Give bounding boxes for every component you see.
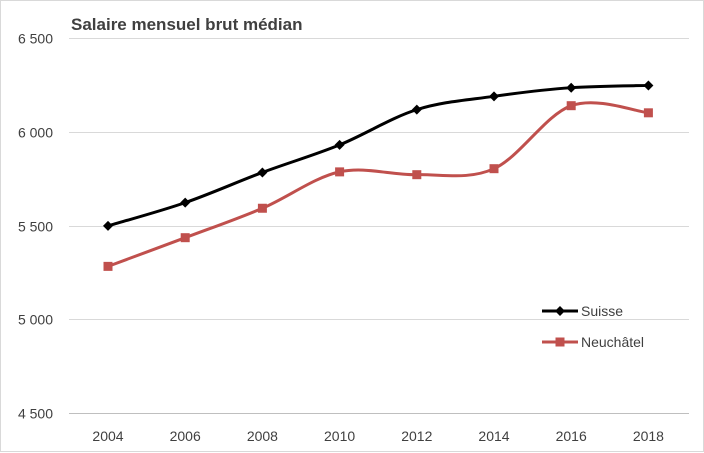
x-tick-label: 2012 bbox=[401, 428, 432, 444]
legend: Suisse Neuchâtel bbox=[542, 303, 644, 350]
data-point-suisse bbox=[643, 80, 654, 91]
data-point-suisse bbox=[334, 139, 345, 150]
data-point-neuchatel bbox=[489, 164, 499, 174]
data-point-neuchatel bbox=[103, 261, 113, 271]
x-tick-label: 2006 bbox=[170, 428, 201, 444]
data-point-neuchatel bbox=[643, 108, 653, 118]
y-tick-label: 5 500 bbox=[18, 219, 53, 235]
x-tick-label: 2010 bbox=[324, 428, 355, 444]
legend-item-neuchatel: Neuchâtel bbox=[542, 334, 644, 350]
data-point-suisse bbox=[489, 91, 499, 102]
data-point-neuchatel bbox=[335, 167, 345, 177]
y-tick-label: 6 000 bbox=[18, 125, 53, 141]
data-point-suisse bbox=[103, 220, 113, 231]
axes: 4 500 5 000 5 500 6 000 6 500 2004 2006 2008 201… bbox=[18, 31, 689, 444]
data-point-neuchatel bbox=[180, 233, 190, 243]
y-tick-label: 5 000 bbox=[18, 312, 53, 328]
x-tick-label: 2014 bbox=[478, 428, 509, 444]
gridlines bbox=[69, 38, 689, 414]
series-line-neuchatel bbox=[107, 101, 649, 268]
chart-title: Salaire mensuel brut médian bbox=[71, 15, 303, 34]
x-tick-label: 2018 bbox=[633, 428, 664, 444]
series-suisse bbox=[103, 80, 654, 231]
x-tick-label: 2004 bbox=[92, 428, 123, 444]
legend-marker-suisse bbox=[555, 306, 565, 316]
data-point-neuchatel bbox=[566, 101, 576, 111]
data-point-neuchatel bbox=[257, 203, 267, 213]
legend-label-neuchatel: Neuchâtel bbox=[581, 334, 644, 350]
data-point-suisse bbox=[411, 104, 422, 115]
data-point-suisse bbox=[257, 167, 268, 178]
legend-item-suisse: Suisse bbox=[542, 303, 623, 319]
legend-marker-neuchatel bbox=[555, 337, 565, 347]
legend-label-suisse: Suisse bbox=[581, 303, 623, 319]
y-tick-label: 6 500 bbox=[18, 31, 53, 47]
series-lines bbox=[103, 80, 654, 271]
data-point-suisse bbox=[180, 197, 191, 208]
y-tick-label: 4 500 bbox=[18, 406, 53, 422]
x-tick-label: 2008 bbox=[247, 428, 278, 444]
data-point-suisse bbox=[566, 82, 577, 93]
series-line-suisse bbox=[107, 83, 649, 228]
x-tick-label: 2016 bbox=[556, 428, 587, 444]
series-neuchatel bbox=[103, 101, 653, 271]
data-point-neuchatel bbox=[412, 170, 422, 180]
